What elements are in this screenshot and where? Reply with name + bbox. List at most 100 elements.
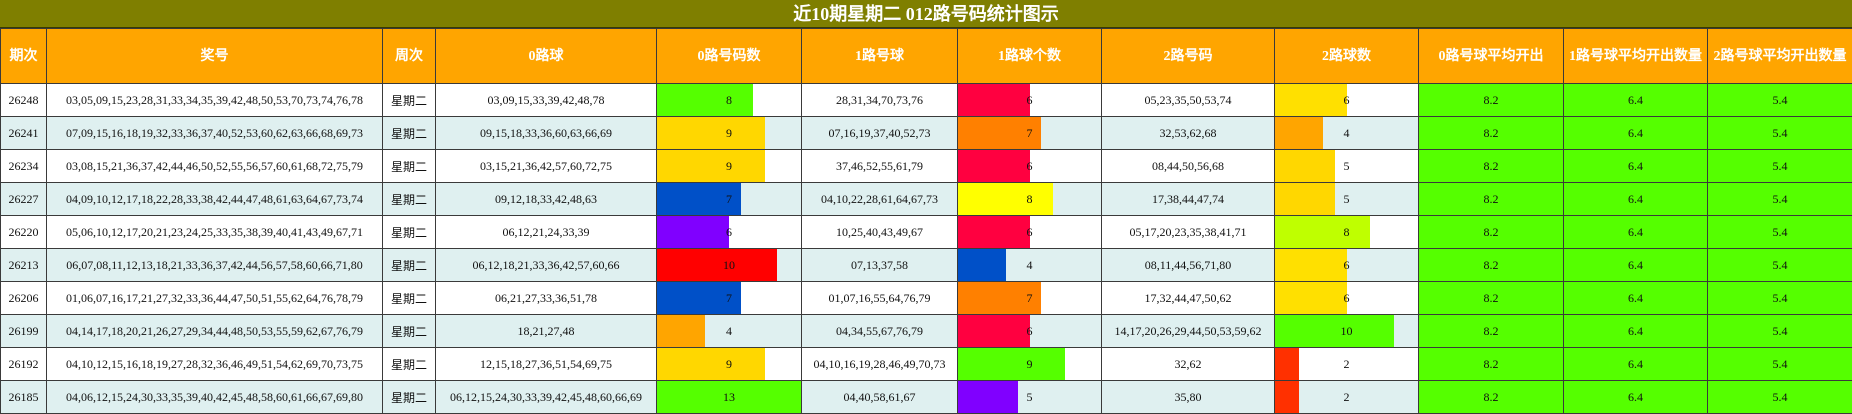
issue-cell: 26199: [0, 314, 47, 348]
weekday-cell: 星期二: [382, 215, 436, 249]
route0-average-cell: 8.2: [1418, 182, 1564, 216]
issue-cell: 26192: [0, 347, 47, 381]
route1-count-bar-value: 9: [1026, 356, 1033, 371]
route0-count-bar-fill: [657, 216, 729, 248]
route0-count-bar-value: 9: [726, 125, 732, 140]
route2-balls-cell: 05,23,35,50,53,74: [1101, 83, 1275, 117]
route1-count-bar-fill: [958, 183, 1054, 215]
route1-count-bar: 7: [957, 281, 1102, 315]
header-numbers: 奖号: [46, 28, 383, 84]
route0-count-bar: 4: [656, 314, 802, 348]
table-row: 26234 03,08,15,21,36,37,42,44,46,50,52,55…: [0, 149, 1852, 183]
route1-average-cell: 6.4: [1563, 83, 1708, 117]
route1-balls-cell: 01,07,16,55,64,76,79: [801, 281, 958, 315]
route2-count-bar-fill: [1275, 183, 1335, 215]
issue-cell: 26248: [0, 83, 47, 117]
route2-balls-cell: 14,17,20,26,29,44,50,53,59,62: [1101, 314, 1275, 348]
route0-average-cell: 8.2: [1418, 347, 1564, 381]
table-body: 26248 03,05,09,15,23,28,31,33,34,35,39,42…: [0, 83, 1852, 414]
issue-cell: 26241: [0, 116, 47, 150]
route1-average-cell: 6.4: [1563, 116, 1708, 150]
route0-count-bar: 6: [656, 215, 802, 249]
route1-count-bar: 5: [957, 380, 1102, 414]
route0-count-bar-value: 8: [726, 92, 732, 107]
route0-average-cell: 8.2: [1418, 248, 1564, 282]
header-route1-count: 1路球个数: [957, 28, 1102, 84]
route2-count-bar-fill: [1275, 381, 1299, 413]
weekday-cell: 星期二: [382, 182, 436, 216]
route1-count-bar-fill: [958, 249, 1006, 281]
route2-count-bar: 2: [1274, 347, 1419, 381]
route0-count-bar-value: 13: [723, 389, 735, 404]
route2-count-bar: 4: [1274, 116, 1419, 150]
table-row: 26241 07,09,15,16,18,19,32,33,36,37,40,52…: [0, 116, 1852, 150]
table-row: 26227 04,09,10,12,17,18,22,28,33,38,42,44…: [0, 182, 1852, 216]
header-weekday: 周次: [382, 28, 436, 84]
weekday-cell: 星期二: [382, 149, 436, 183]
route0-count-bar: 9: [656, 347, 802, 381]
route0-balls-cell: 06,21,27,33,36,51,78: [435, 281, 657, 315]
route0-count-bar-fill: [657, 348, 765, 380]
route0-balls-cell: 18,21,27,48: [435, 314, 657, 348]
route2-count-bar: 5: [1274, 182, 1419, 216]
route1-balls-cell: 10,25,40,43,49,67: [801, 215, 958, 249]
route2-count-bar-fill: [1275, 249, 1347, 281]
header-route2-balls: 2路号码: [1101, 28, 1275, 84]
table-row: 26248 03,05,09,15,23,28,31,33,34,35,39,42…: [0, 83, 1852, 117]
numbers-cell: 04,10,12,15,16,18,19,27,28,32,36,46,49,5…: [46, 347, 383, 381]
route2-average-cell: 5.4: [1707, 347, 1852, 381]
numbers-cell: 07,09,15,16,18,19,32,33,36,37,40,52,53,6…: [46, 116, 383, 150]
route0-average-cell: 8.2: [1418, 314, 1564, 348]
table-row: 26199 04,14,17,18,20,21,26,27,29,34,44,48…: [0, 314, 1852, 348]
route2-count-bar-fill: [1275, 348, 1299, 380]
route1-count-bar-value: 7: [1026, 290, 1033, 305]
route1-balls-cell: 04,40,58,61,67: [801, 380, 958, 414]
route0-count-bar-value: 4: [726, 323, 732, 338]
route1-count-bar: 9: [957, 347, 1102, 381]
route1-average-cell: 6.4: [1563, 149, 1708, 183]
weekday-cell: 星期二: [382, 83, 436, 117]
route0-count-bar-fill: [657, 117, 765, 149]
issue-cell: 26234: [0, 149, 47, 183]
header-row: 期次 奖号 周次 0路球 0路号码数 1路号球 1路球个数 2路号码 2路球数 …: [0, 28, 1852, 84]
route2-count-bar-fill: [1275, 117, 1323, 149]
route2-count-bar: 8: [1274, 215, 1419, 249]
route2-balls-cell: 17,32,44,47,50,62: [1101, 281, 1275, 315]
route2-count-bar: 6: [1274, 281, 1419, 315]
route2-count-bar-fill: [1275, 216, 1371, 248]
header-route2-average: 2路号球平均开出数量: [1707, 28, 1852, 84]
route1-count-bar: 8: [957, 182, 1102, 216]
route0-balls-cell: 03,09,15,33,39,42,48,78: [435, 83, 657, 117]
weekday-cell: 星期二: [382, 116, 436, 150]
route2-average-cell: 5.4: [1707, 182, 1852, 216]
route2-count-bar: 6: [1274, 83, 1419, 117]
route0-average-cell: 8.2: [1418, 116, 1564, 150]
route2-count-bar: 10: [1274, 314, 1419, 348]
route1-average-cell: 6.4: [1563, 314, 1708, 348]
route1-count-bar: 7: [957, 116, 1102, 150]
route2-balls-cell: 08,11,44,56,71,80: [1101, 248, 1275, 282]
header-route0-count: 0路号码数: [656, 28, 802, 84]
route2-average-cell: 5.4: [1707, 248, 1852, 282]
route2-balls-cell: 17,38,44,47,74: [1101, 182, 1275, 216]
route2-average-cell: 5.4: [1707, 149, 1852, 183]
route0-count-bar-value: 9: [726, 356, 732, 371]
weekday-cell: 星期二: [382, 380, 436, 414]
route2-count-bar-value: 6: [1343, 92, 1350, 107]
route1-count-bar-fill: [958, 315, 1030, 347]
route1-average-cell: 6.4: [1563, 347, 1708, 381]
route0-balls-cell: 03,15,21,36,42,57,60,72,75: [435, 149, 657, 183]
route0-average-cell: 8.2: [1418, 83, 1564, 117]
route0-balls-cell: 09,12,18,33,42,48,63: [435, 182, 657, 216]
table-row: 26213 06,07,08,11,12,13,18,21,33,36,37,42…: [0, 248, 1852, 282]
route0-balls-cell: 06,12,21,24,33,39: [435, 215, 657, 249]
chart-title: 近10期星期二 012路号码统计图示: [0, 0, 1852, 28]
route2-balls-cell: 08,44,50,56,68: [1101, 149, 1275, 183]
route1-count-bar: 6: [957, 314, 1102, 348]
route1-count-bar-fill: [958, 282, 1042, 314]
route1-count-bar: 4: [957, 248, 1102, 282]
route2-count-bar-fill: [1275, 315, 1395, 347]
route2-count-bar: 2: [1274, 380, 1419, 414]
route1-average-cell: 6.4: [1563, 380, 1708, 414]
route2-count-bar-value: 2: [1343, 389, 1350, 404]
